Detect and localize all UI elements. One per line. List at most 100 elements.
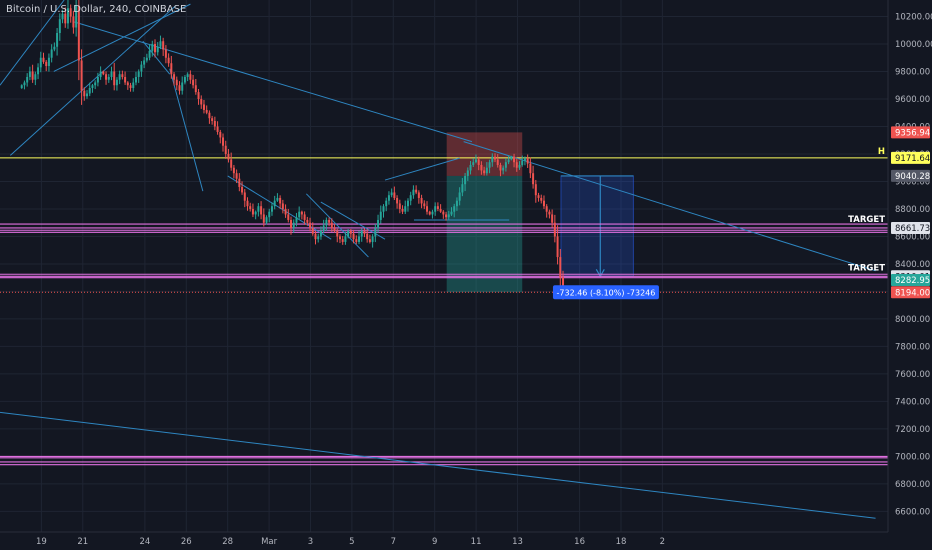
- x-tick-label: 7: [391, 537, 396, 547]
- candle-body: [298, 211, 301, 218]
- candle-body: [281, 203, 284, 209]
- candle-body: [83, 90, 86, 97]
- trendline: [384, 157, 460, 181]
- measure-label-box: [552, 285, 659, 300]
- candle-body: [151, 43, 154, 51]
- trendline: [142, 40, 171, 75]
- y-tick-label: 9800.00: [895, 67, 930, 77]
- candle-body: [385, 200, 388, 207]
- candle-body: [458, 192, 461, 201]
- candle-body: [178, 85, 181, 91]
- y-tick-label: 8400.00: [895, 260, 930, 270]
- candle-body: [254, 211, 257, 215]
- trendline: [305, 193, 369, 258]
- candle-body: [412, 189, 415, 196]
- candle-body: [262, 214, 265, 223]
- candle-body: [42, 57, 45, 62]
- trendline: [463, 141, 876, 272]
- candle-body: [488, 162, 491, 168]
- candle-body: [483, 170, 486, 174]
- candle-body: [94, 82, 97, 86]
- candle-body: [390, 192, 393, 196]
- target-label: TARGET: [848, 263, 885, 273]
- candle-body: [401, 208, 404, 212]
- candle-body: [333, 228, 336, 231]
- candle-body: [417, 192, 420, 198]
- candle-body: [292, 222, 295, 229]
- candle-body: [173, 74, 176, 80]
- candle-body: [154, 43, 157, 53]
- y-tick-label: 8000.00: [895, 315, 930, 325]
- candle-body: [496, 159, 499, 165]
- candle-body: [344, 236, 347, 242]
- candle-body: [77, 5, 80, 61]
- candle-body: [194, 85, 197, 93]
- candle-body: [311, 228, 314, 234]
- candle-body: [409, 195, 412, 201]
- candle-body: [145, 57, 148, 61]
- candle-body: [192, 79, 195, 86]
- candle-body: [251, 208, 254, 215]
- candle-body: [314, 233, 317, 240]
- y-tick-label: 7200.00: [895, 425, 930, 435]
- candle-body: [436, 206, 439, 209]
- candle-body: [387, 195, 390, 201]
- candle-body: [358, 236, 361, 242]
- candle-body: [423, 203, 426, 207]
- candle-body: [461, 184, 464, 193]
- candle-body: [86, 93, 89, 97]
- candle-body: [548, 211, 551, 215]
- candle-body: [545, 206, 548, 212]
- x-tick-label: 11: [471, 537, 482, 547]
- candle-body: [532, 173, 535, 185]
- candle-body: [466, 170, 469, 176]
- candle-body: [529, 163, 532, 174]
- candle-body: [66, 8, 69, 24]
- candle-body: [232, 167, 235, 174]
- candle-body: [189, 74, 192, 80]
- candle-body: [105, 74, 108, 80]
- candle-body: [556, 236, 559, 258]
- candle-body: [270, 206, 273, 212]
- candle-body: [186, 74, 189, 77]
- candle-body: [126, 82, 129, 86]
- candle-body: [31, 71, 34, 80]
- candle-body: [181, 82, 184, 91]
- candle-body: [502, 167, 505, 171]
- candle-body: [474, 159, 477, 163]
- trendline: [0, 0, 65, 86]
- price-tag: [891, 221, 930, 234]
- candle-body: [75, 5, 78, 28]
- candle-body: [211, 118, 214, 121]
- candle-body: [439, 208, 442, 212]
- y-tick-label: 8800.00: [895, 205, 930, 215]
- candle-body: [202, 104, 205, 110]
- candle-body: [200, 98, 203, 105]
- candle-body: [491, 156, 494, 163]
- candle-body: [219, 131, 222, 138]
- trendline: [53, 3, 191, 72]
- candle-body: [20, 85, 23, 88]
- trendline: [0, 411, 876, 519]
- candle-body: [243, 192, 246, 201]
- x-tick-label: 5: [349, 537, 354, 547]
- candle-body: [553, 222, 556, 237]
- candle-body: [518, 164, 521, 168]
- candle-body: [140, 64, 143, 72]
- candle-body: [464, 175, 467, 185]
- candle-body: [235, 173, 238, 179]
- price-tag: [891, 169, 930, 182]
- candle-body: [134, 76, 137, 83]
- x-tick-label: 28: [222, 537, 233, 547]
- candle-body: [453, 206, 456, 212]
- trendline: [227, 175, 332, 240]
- y-tick-label: 7000.00: [895, 452, 930, 462]
- candle-body: [246, 200, 249, 207]
- candle-body: [393, 192, 396, 198]
- candle-body: [480, 164, 483, 171]
- candle-body: [118, 74, 121, 80]
- candle-body: [284, 208, 287, 215]
- candle-body: [537, 195, 540, 198]
